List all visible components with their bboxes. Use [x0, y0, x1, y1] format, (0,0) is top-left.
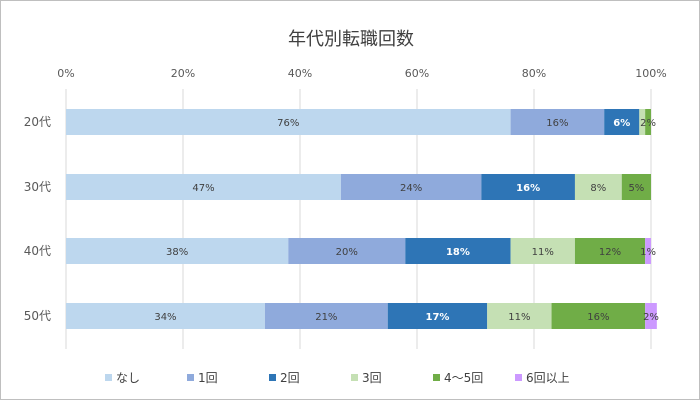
data-label: 8%: [590, 183, 606, 194]
legend-item: なし: [105, 369, 187, 386]
bar-segment: [487, 303, 552, 329]
data-label: 11%: [508, 312, 530, 323]
legend-item: 3回: [351, 369, 433, 386]
bar-segment: [639, 109, 646, 135]
chart-title: 年代別転職回数: [288, 29, 414, 50]
data-label: 16%: [587, 312, 609, 323]
legend-label: 3回: [362, 371, 382, 385]
data-label: 2%: [643, 312, 659, 323]
bar-segment: [604, 109, 640, 135]
legend-swatch: [187, 374, 194, 381]
data-label: 12%: [599, 247, 621, 258]
data-label: 17%: [426, 312, 450, 323]
data-label: 5%: [628, 183, 644, 194]
legend-item: 6回以上: [515, 369, 597, 386]
bar-segment: [481, 174, 575, 200]
bar-segment: [264, 303, 388, 329]
data-label: 18%: [446, 247, 470, 258]
bar-segment: [551, 303, 646, 329]
x-tick-label: 80%: [522, 67, 546, 80]
bar-segment: [340, 174, 482, 200]
bar-segment: [645, 303, 657, 329]
bar-segment: [510, 238, 575, 264]
data-label: 1%: [640, 247, 656, 258]
legend-label: 4～5回: [444, 371, 484, 385]
y-category-label: 50代: [24, 309, 51, 323]
legend-swatch: [269, 374, 276, 381]
legend-swatch: [515, 374, 522, 381]
data-label: 24%: [400, 183, 422, 194]
legend-swatch: [105, 374, 112, 381]
bar-segment: [66, 238, 289, 264]
bar-segment: [645, 109, 651, 135]
data-label: 6%: [613, 118, 630, 129]
x-tick-label: 40%: [288, 67, 312, 80]
data-label: 2%: [640, 118, 656, 129]
data-label: 16%: [516, 183, 540, 194]
bar-segment: [574, 238, 646, 264]
data-label: 16%: [546, 118, 568, 129]
data-label: 11%: [532, 247, 554, 258]
chart-legend: なし 1回 2回 3回 4～5回 6回以上: [1, 369, 700, 386]
legend-label: 6回以上: [526, 371, 570, 385]
bar-segment: [645, 238, 651, 264]
bar-segment: [387, 303, 488, 329]
x-tick-label: 0%: [57, 67, 74, 80]
data-label: 21%: [315, 312, 337, 323]
data-label: 76%: [277, 118, 299, 129]
bar-segment: [574, 174, 622, 200]
legend-label: なし: [116, 371, 141, 385]
data-label: 20%: [336, 247, 358, 258]
legend-label: 2回: [280, 371, 300, 385]
bar-segment: [405, 238, 511, 264]
legend-item: 1回: [187, 369, 269, 386]
data-label: 47%: [192, 183, 214, 194]
legend-swatch: [433, 374, 440, 381]
x-tick-label: 20%: [171, 67, 195, 80]
y-category-label: 40代: [24, 244, 51, 258]
x-tick-label: 60%: [405, 67, 429, 80]
bar-segment: [66, 174, 341, 200]
legend-label: 1回: [198, 371, 218, 385]
bar-segment: [288, 238, 406, 264]
y-category-label: 20代: [24, 115, 51, 129]
bar-segment: [66, 109, 511, 135]
x-tick-label: 100%: [635, 67, 666, 80]
chart-plot: 0% 20% 40% 60% 80% 100% 20代 30代 40代 50代 76% 16% 6% 2%…: [24, 67, 667, 349]
bar-segment: [621, 174, 651, 200]
bar-segment: [510, 109, 605, 135]
y-category-label: 30代: [24, 180, 51, 194]
data-label: 38%: [166, 247, 188, 258]
bar-segment: [66, 303, 265, 329]
legend-item: 4～5回: [433, 369, 515, 386]
legend-item: 2回: [269, 369, 351, 386]
legend-swatch: [351, 374, 358, 381]
data-label: 34%: [154, 312, 176, 323]
